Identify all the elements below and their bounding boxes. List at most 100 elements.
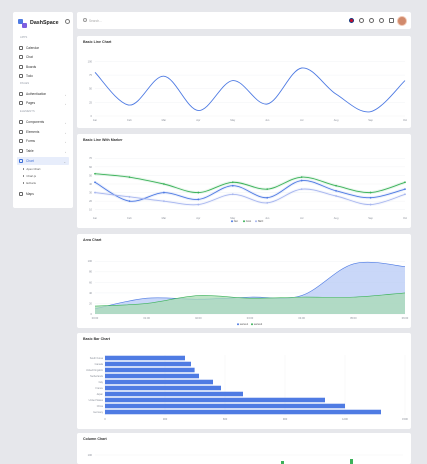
- forms-icon: [19, 139, 23, 143]
- y-tick-label: 20: [89, 199, 92, 203]
- data-point: [197, 203, 200, 206]
- data-point: [231, 193, 234, 196]
- sidebar-subitem[interactable]: Apex Chart: [23, 167, 40, 171]
- brand[interactable]: DashSpace: [18, 17, 70, 29]
- x-tick-label: Mar: [162, 216, 167, 220]
- sidebar-item-label: Calendar: [26, 46, 39, 50]
- column-bar: [350, 459, 353, 464]
- bullet-icon: [23, 168, 25, 170]
- bar: [105, 373, 199, 379]
- elements-icon: [19, 130, 23, 134]
- y-tick-label: 100: [88, 453, 93, 457]
- y-tick-label: 30: [89, 190, 92, 194]
- map-icon: [19, 192, 23, 196]
- legend-marker: [237, 323, 239, 326]
- legend-label: Net: [234, 219, 238, 223]
- data-point: [266, 201, 269, 204]
- series-line: [94, 67, 406, 113]
- area-chart-card: Area Chart 100 80 60 40 20 0 00:00 01:00 02:00 03…: [77, 234, 411, 328]
- sidebar-item-todo[interactable]: Todo: [17, 72, 69, 80]
- sidebar-item-chat[interactable]: Chat: [17, 53, 69, 61]
- sidebar-item-table[interactable]: Table ›: [17, 147, 69, 155]
- chat-icon: [19, 55, 23, 59]
- line-marker-chart-card: Basic Line With Marker 70 60 50 40 30 20 10 Jan…: [77, 134, 411, 228]
- y-tick-label: China: [97, 405, 104, 408]
- data-point: [128, 176, 131, 179]
- sidebar-item-label: Chat: [26, 55, 33, 59]
- data-point: [94, 191, 96, 194]
- x-tick-label: Jul: [300, 216, 304, 220]
- data-point: [128, 195, 131, 198]
- y-tick-label: South Korea: [90, 357, 104, 360]
- data-point: [404, 188, 406, 191]
- x-tick-label: Oct: [403, 216, 407, 220]
- bar: [105, 379, 213, 385]
- boards-icon: [19, 65, 23, 69]
- bar: [105, 403, 345, 409]
- fullscreen-icon[interactable]: [389, 18, 394, 23]
- data-point: [266, 188, 269, 191]
- legend-marker: [255, 220, 257, 223]
- sidebar-subitem-label: Apex Chart: [26, 167, 41, 171]
- sidebar-item-components[interactable]: Components ›: [17, 118, 69, 126]
- gear-icon[interactable]: [65, 19, 70, 24]
- x-tick-label: 01:00: [143, 316, 150, 320]
- data-point: [94, 172, 96, 175]
- sidebar-item-chart[interactable]: Chart ⌄: [17, 157, 69, 165]
- pages-icon: [19, 101, 23, 105]
- series-area: [95, 292, 405, 314]
- sidebar-subitem[interactable]: Echarts: [23, 181, 36, 185]
- y-tick-label: Germany: [93, 411, 104, 414]
- sidebar-item-calendar[interactable]: Calendar: [17, 44, 69, 52]
- sidebar-item-forms[interactable]: Forms ›: [17, 137, 69, 145]
- x-tick-label: 1200: [342, 417, 348, 421]
- y-tick-label: 25: [89, 100, 92, 104]
- avatar[interactable]: [397, 15, 407, 26]
- x-tick-label: 300: [163, 417, 168, 421]
- y-tick-label: United States: [89, 399, 104, 402]
- card-title: Basic Line Chart: [83, 40, 112, 44]
- x-tick-label: Jun: [265, 118, 270, 122]
- y-tick-label: 10: [89, 208, 92, 212]
- y-tick-label: 100: [88, 59, 93, 63]
- x-tick-label: 06:00: [402, 316, 409, 320]
- bar: [105, 397, 325, 403]
- sidebar-item-elements[interactable]: Elements ›: [17, 128, 69, 136]
- legend-marker: [243, 220, 245, 223]
- sidebar-item-maps[interactable]: Maps: [17, 190, 69, 198]
- legend-marker: [251, 323, 253, 326]
- y-tick-label: 0: [91, 114, 93, 118]
- sidebar-item-authentication[interactable]: Authentication ›: [17, 90, 69, 98]
- x-tick-label: Feb: [127, 118, 132, 122]
- legend-label: series2: [254, 322, 263, 326]
- chevron-down-icon: ⌄: [63, 159, 66, 164]
- x-tick-label: Aug: [334, 216, 339, 220]
- language-flag-icon[interactable]: [349, 18, 354, 23]
- data-point: [404, 181, 406, 184]
- legend-label: Cost: [246, 219, 252, 223]
- sidebar-item-label: Forms: [26, 139, 36, 143]
- settings-icon[interactable]: [369, 18, 374, 23]
- sidebar-item-boards[interactable]: Boards: [17, 63, 69, 71]
- data-point: [162, 183, 165, 185]
- y-tick-label: Canada: [95, 363, 104, 366]
- data-point: [404, 193, 406, 196]
- x-tick-label: May: [230, 216, 236, 220]
- theme-toggle-icon[interactable]: [359, 18, 364, 23]
- brand-name: DashSpace: [30, 20, 59, 26]
- logo-icon: [18, 18, 27, 28]
- refresh-icon[interactable]: [379, 18, 384, 23]
- search-input[interactable]: [89, 16, 209, 25]
- card-title: Area Chart: [83, 238, 102, 242]
- data-point: [197, 191, 200, 194]
- y-tick-label: 75: [89, 73, 92, 77]
- top-bar: [77, 12, 411, 29]
- sidebar-item-pages[interactable]: Pages ›: [17, 99, 69, 107]
- sidebar-item-label: Chart: [26, 159, 34, 163]
- section-title: PAGES: [20, 82, 30, 85]
- sidebar-subitem[interactable]: Chart.js: [23, 174, 36, 178]
- sidebar-item-label: Components: [26, 120, 45, 124]
- data-point: [231, 181, 234, 184]
